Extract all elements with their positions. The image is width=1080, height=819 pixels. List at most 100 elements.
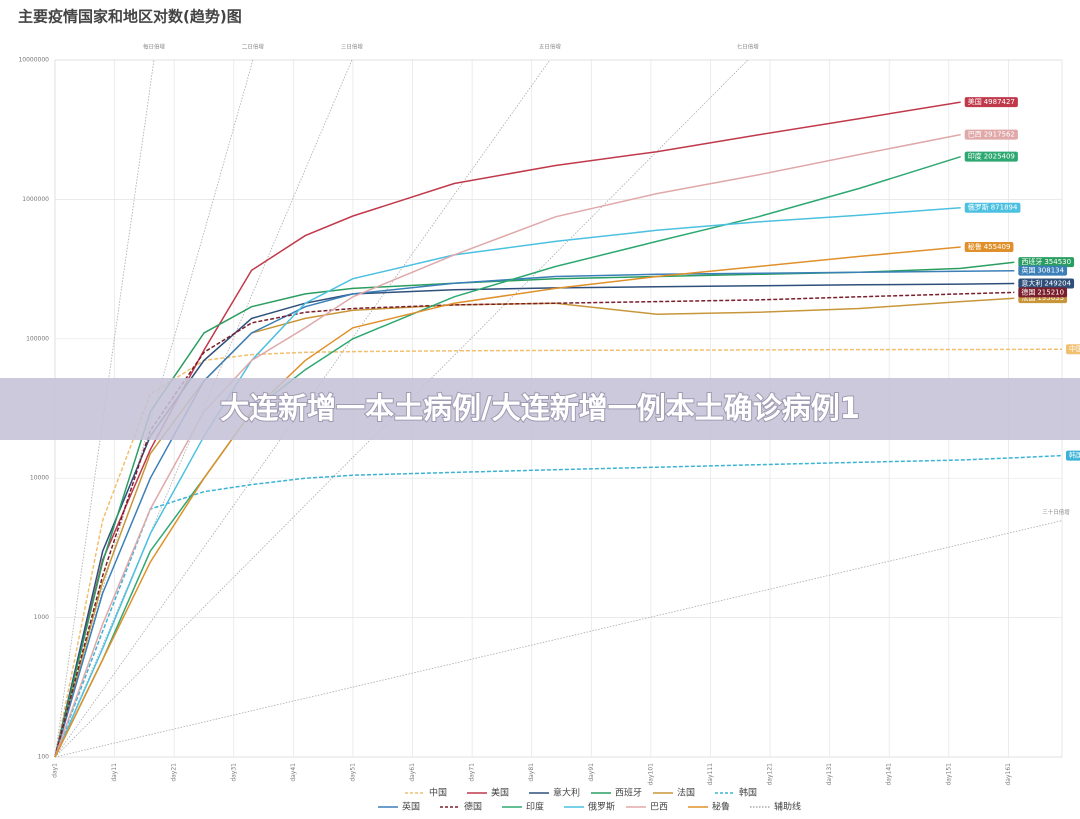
end-label-name: 中国 (1069, 344, 1080, 353)
end-label-name: 印度 (968, 152, 982, 161)
end-label-value: 455409 (984, 243, 1011, 251)
end-label-value: 354530 (1044, 258, 1071, 266)
x-tick-label: day141 (886, 763, 893, 786)
guide-label: 每日倍增 (143, 43, 165, 51)
x-tick-label: day21 (171, 763, 178, 782)
end-label-bg (1018, 265, 1068, 276)
x-tick-label: day61 (409, 763, 416, 782)
end-label-bg (1018, 287, 1068, 298)
end-label-bg (964, 129, 1018, 140)
series-line (54, 269, 1015, 758)
x-tick-label: day91 (588, 763, 595, 782)
series-line (54, 282, 1015, 758)
end-label-name: 美国 (968, 97, 982, 106)
legend-label: 辅助线 (774, 801, 801, 813)
x-tick-label: day81 (528, 763, 535, 782)
x-tick-label: day111 (707, 763, 714, 786)
end-label: 俄罗斯 871894 (964, 202, 1021, 213)
guide-label: 七日倍增 (737, 43, 759, 51)
end-label-name: 巴西 (968, 131, 982, 139)
series-line (54, 246, 961, 758)
x-tick-label: day71 (469, 763, 476, 782)
legend-label: 美国 (491, 787, 509, 799)
guide-label: 三日倍增 (341, 43, 363, 51)
end-label-bg (1018, 278, 1075, 289)
legend-label: 意大利 (553, 787, 580, 799)
legend-label: 韩国 (739, 787, 757, 799)
guide-label: 五日倍增 (539, 43, 561, 51)
legend-label: 法国 (677, 787, 695, 799)
end-label-name: 英国 (1021, 266, 1035, 275)
x-tick-label: day31 (230, 763, 237, 782)
end-label: 印度 2025409 (964, 151, 1018, 162)
series-line (54, 206, 961, 758)
series-line (54, 261, 1015, 758)
end-label-value: 4987427 (984, 98, 1015, 106)
x-tick-label: day131 (826, 763, 833, 786)
end-label-name: 俄罗斯 (968, 203, 989, 212)
x-tick-label: day41 (290, 763, 297, 782)
series-line (54, 454, 1063, 758)
end-label: 中国84200 (1066, 344, 1080, 355)
y-tick-label: 100000 (26, 335, 49, 342)
end-label: 秘鲁 455409 (964, 242, 1014, 253)
x-tick-label: day121 (767, 763, 774, 786)
banner (0, 378, 1080, 440)
end-label-value: 2917562 (984, 131, 1015, 139)
legend-label: 英国 (402, 801, 420, 813)
chart-title: 主要疫情国家和地区对数(趋势)图 (18, 8, 242, 26)
end-label-value: 871894 (991, 204, 1018, 212)
x-tick-label: day11 (111, 763, 118, 782)
legend-label: 德国 (464, 801, 482, 813)
end-label: 美国 4987427 (964, 97, 1018, 108)
guide-line (55, 520, 1062, 757)
end-label-bg (1066, 450, 1080, 461)
end-label-bg (1066, 344, 1080, 355)
end-label-bg (964, 202, 1021, 213)
end-label-name: 韩国 (1069, 451, 1080, 460)
x-tick-label: day161 (1005, 763, 1012, 786)
end-label: 德国 215210 (1018, 287, 1068, 298)
end-label-name: 西班牙 (1021, 257, 1042, 266)
end-label-value: 195633 (1037, 294, 1064, 302)
end-label-name: 德国 (1021, 287, 1035, 296)
end-label-value: 2025409 (984, 153, 1015, 161)
y-tick-label: 10000 (30, 475, 49, 482)
end-label: 意大利 249204 (1018, 278, 1075, 289)
end-label-name: 秘鲁 (968, 242, 982, 251)
end-label: 巴西 2917562 (964, 129, 1018, 140)
series-line (54, 133, 961, 758)
end-label-value: 308134 (1037, 267, 1064, 275)
x-tick-label: day1 (52, 763, 59, 778)
end-label-value: 249204 (1044, 280, 1071, 288)
series-line (54, 101, 961, 758)
legend-label: 俄罗斯 (588, 801, 615, 813)
end-label: 韩国14519 (1066, 451, 1080, 461)
guide-label: 二日倍增 (242, 43, 264, 51)
series-line (54, 297, 1015, 758)
y-tick-label: 1000 (34, 614, 49, 621)
legend-label: 中国 (429, 787, 447, 799)
end-label-name: 意大利 (1021, 279, 1042, 288)
series-line (54, 155, 961, 758)
end-label-bg (964, 151, 1018, 162)
end-label: 西班牙 354530 (1018, 257, 1075, 268)
x-tick-label: day101 (647, 763, 654, 786)
x-tick-label: day51 (349, 763, 356, 782)
series-line (54, 291, 1015, 758)
guide-label: 三十日倍增 (1042, 508, 1070, 516)
banner-text: 大连新增一本土病例/大连新增一例本土确诊病例1 (220, 391, 860, 425)
x-tick-label: day151 (945, 763, 952, 786)
legend-label: 西班牙 (615, 787, 642, 799)
y-tick-label: 100 (38, 754, 50, 761)
end-label-value: 215210 (1037, 288, 1064, 296)
end-label-bg (964, 97, 1018, 108)
y-tick-label: 10000000 (18, 57, 49, 64)
end-label-name: 法国 (1021, 293, 1035, 302)
legend-label: 印度 (526, 801, 544, 813)
end-label-bg (1018, 257, 1075, 268)
legend-label: 巴西 (650, 802, 668, 813)
y-tick-label: 1000000 (22, 196, 49, 203)
end-label-bg (964, 242, 1014, 253)
